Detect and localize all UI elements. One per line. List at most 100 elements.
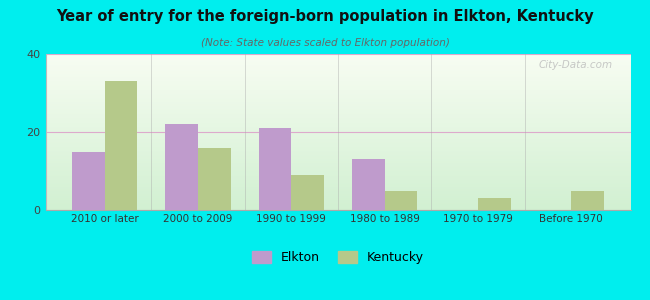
Bar [46, 134, 630, 135]
Bar [46, 143, 630, 144]
Bar [46, 168, 630, 169]
Bar [46, 116, 630, 117]
Bar [46, 60, 630, 61]
Bar [46, 98, 630, 99]
Bar [46, 68, 630, 69]
Bar [46, 106, 630, 107]
Bar [46, 138, 630, 139]
Bar [46, 196, 630, 197]
Bar [198, 148, 231, 210]
Bar [46, 150, 630, 151]
Bar [46, 81, 630, 82]
Bar [46, 171, 630, 172]
Bar [46, 75, 630, 76]
Bar [46, 141, 630, 142]
Bar [46, 152, 630, 153]
Bar [46, 148, 630, 149]
Bar [291, 175, 324, 210]
Bar [46, 204, 630, 205]
Bar [46, 130, 630, 131]
Bar [46, 183, 630, 184]
Bar [46, 112, 630, 113]
Bar [46, 159, 630, 160]
Bar [46, 96, 630, 97]
Bar [46, 113, 630, 114]
Bar [46, 135, 630, 136]
Bar [46, 203, 630, 204]
Bar [46, 186, 630, 187]
Legend: Elkton, Kentucky: Elkton, Kentucky [247, 246, 429, 269]
Bar [46, 177, 630, 178]
Bar [46, 129, 630, 130]
Bar [46, 169, 630, 170]
Bar [46, 140, 630, 141]
Bar [46, 58, 630, 59]
Bar [46, 155, 630, 156]
Bar [46, 64, 630, 65]
Bar [46, 139, 630, 140]
Bar [46, 127, 630, 128]
Bar [46, 160, 630, 161]
Bar [46, 154, 630, 155]
Bar [46, 169, 630, 170]
Bar [259, 128, 291, 210]
Bar [46, 188, 630, 189]
Bar [46, 74, 630, 75]
Bar [46, 100, 630, 101]
Bar [46, 82, 630, 83]
Bar [46, 199, 630, 200]
Bar [46, 136, 630, 137]
Bar [46, 176, 630, 177]
Bar [46, 109, 630, 110]
Bar [46, 117, 630, 118]
Bar [46, 123, 630, 124]
Bar [46, 156, 630, 157]
Bar [46, 67, 630, 68]
Bar [46, 103, 630, 104]
Bar [46, 90, 630, 91]
Bar [46, 166, 630, 167]
Bar [46, 94, 630, 95]
Bar [46, 56, 630, 57]
Bar [46, 193, 630, 194]
Bar [46, 101, 630, 102]
Bar [46, 92, 630, 93]
Bar [46, 55, 630, 56]
Bar [46, 76, 630, 77]
Bar [46, 118, 630, 119]
Bar [46, 121, 630, 122]
Bar [46, 162, 630, 163]
Bar [46, 187, 630, 188]
Bar [46, 184, 630, 185]
Bar [46, 157, 630, 158]
Bar [46, 147, 630, 148]
Bar [571, 190, 604, 210]
Bar [46, 173, 630, 174]
Bar [46, 105, 630, 106]
Bar [46, 180, 630, 181]
Bar [46, 163, 630, 164]
Bar [46, 192, 630, 193]
Text: Year of entry for the foreign-born population in Elkton, Kentucky: Year of entry for the foreign-born popul… [56, 9, 594, 24]
Bar [46, 133, 630, 134]
Bar [46, 128, 630, 129]
Bar [46, 201, 630, 202]
Bar [46, 170, 630, 171]
Bar [46, 89, 630, 90]
Bar [46, 78, 630, 79]
Bar [46, 57, 630, 58]
Bar [46, 93, 630, 94]
Bar [46, 190, 630, 191]
Bar [46, 167, 630, 168]
Bar [46, 153, 630, 154]
Bar [46, 164, 630, 165]
Bar [46, 165, 630, 166]
Bar [46, 119, 630, 120]
Bar [46, 110, 630, 111]
Bar [46, 178, 630, 179]
Bar [46, 149, 630, 150]
Bar [46, 182, 630, 183]
Bar [46, 83, 630, 84]
Bar [46, 191, 630, 192]
Bar [46, 195, 630, 196]
